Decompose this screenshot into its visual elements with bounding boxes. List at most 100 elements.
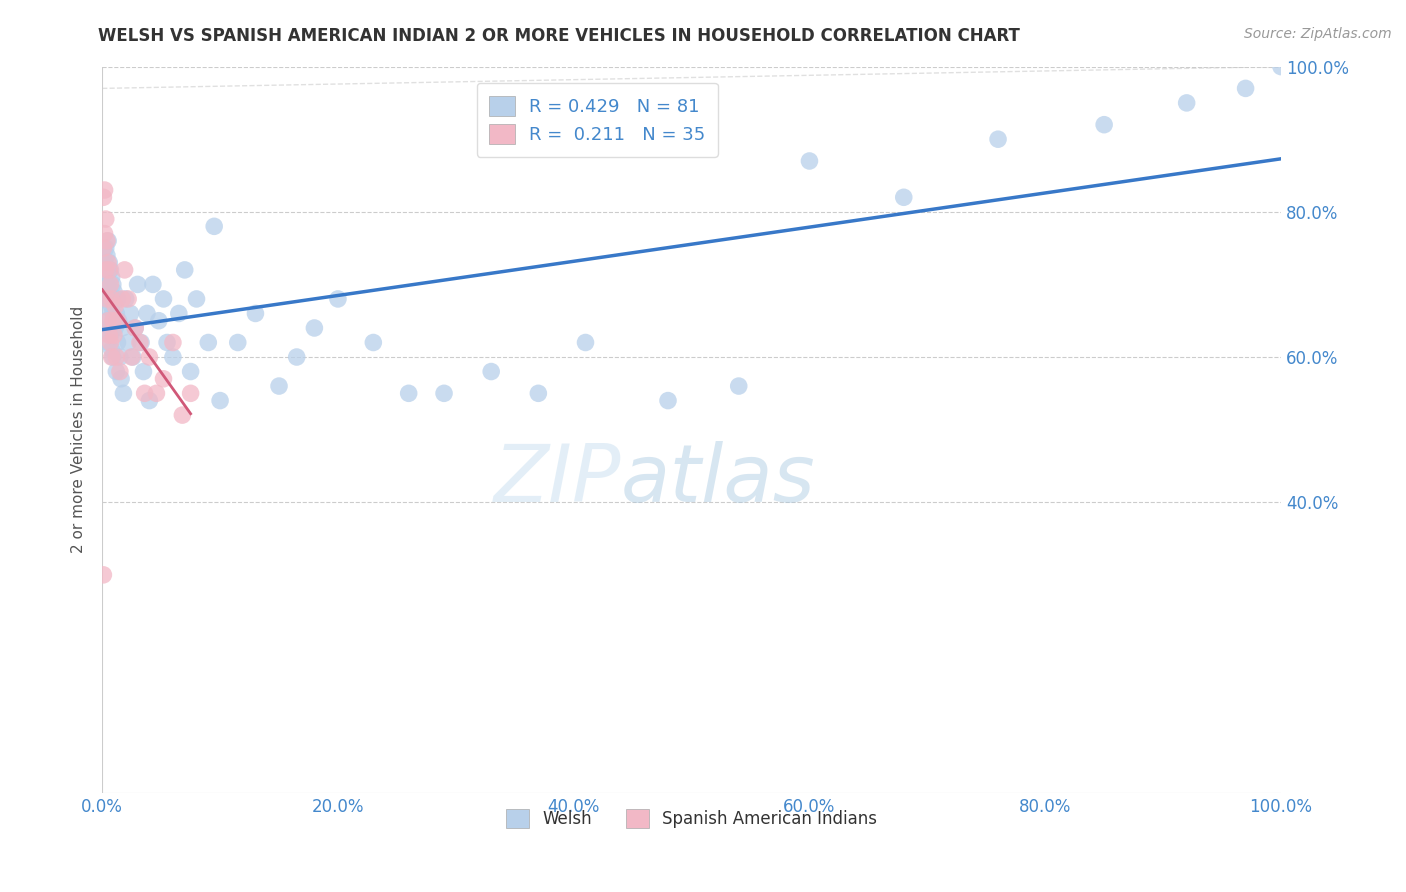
- Point: [101, 314, 124, 328]
- Point: [172, 408, 194, 422]
- Point: [96, 314, 118, 328]
- Point: [173, 263, 195, 277]
- Point: [101, 350, 124, 364]
- Point: [114, 263, 136, 277]
- Point: [209, 393, 232, 408]
- Point: [363, 335, 385, 350]
- Point: [267, 379, 290, 393]
- Point: [94, 263, 117, 277]
- Point: [124, 321, 146, 335]
- Point: [107, 314, 129, 328]
- Point: [93, 567, 115, 582]
- Point: [100, 350, 122, 364]
- Point: [103, 328, 125, 343]
- Point: [97, 234, 120, 248]
- Point: [1270, 60, 1292, 74]
- Text: atlas: atlas: [621, 442, 815, 519]
- Point: [129, 335, 152, 350]
- Point: [93, 299, 115, 313]
- Point: [96, 292, 118, 306]
- Text: WELSH VS SPANISH AMERICAN INDIAN 2 OR MORE VEHICLES IN HOUSEHOLD CORRELATION CHA: WELSH VS SPANISH AMERICAN INDIAN 2 OR MO…: [98, 27, 1021, 45]
- Point: [104, 299, 127, 313]
- Point: [100, 263, 122, 277]
- Point: [162, 335, 184, 350]
- Point: [100, 292, 122, 306]
- Point: [1092, 118, 1115, 132]
- Y-axis label: 2 or more Vehicles in Household: 2 or more Vehicles in Household: [72, 306, 86, 553]
- Point: [162, 350, 184, 364]
- Point: [202, 219, 225, 234]
- Point: [100, 292, 122, 306]
- Point: [197, 335, 219, 350]
- Point: [479, 365, 502, 379]
- Point: [180, 365, 202, 379]
- Point: [326, 292, 349, 306]
- Point: [98, 285, 121, 299]
- Point: [574, 335, 596, 350]
- Point: [97, 255, 120, 269]
- Point: [105, 306, 128, 320]
- Point: [226, 335, 249, 350]
- Point: [96, 248, 118, 262]
- Point: [145, 386, 167, 401]
- Point: [138, 393, 160, 408]
- Point: [152, 292, 174, 306]
- Text: ZIP: ZIP: [494, 442, 621, 519]
- Point: [97, 335, 120, 350]
- Point: [96, 234, 118, 248]
- Point: [110, 372, 132, 386]
- Point: [129, 335, 152, 350]
- Point: [111, 292, 134, 306]
- Point: [167, 306, 190, 320]
- Point: [104, 292, 127, 306]
- Point: [186, 292, 208, 306]
- Point: [98, 328, 121, 343]
- Point: [112, 386, 135, 401]
- Point: [117, 292, 139, 306]
- Point: [111, 321, 134, 335]
- Legend: Welsh, Spanish American Indians: Welsh, Spanish American Indians: [499, 803, 884, 835]
- Point: [97, 263, 120, 277]
- Point: [127, 277, 149, 292]
- Point: [245, 306, 267, 320]
- Point: [117, 335, 139, 350]
- Point: [93, 227, 115, 241]
- Point: [107, 314, 129, 328]
- Point: [98, 321, 121, 335]
- Point: [142, 277, 165, 292]
- Point: [100, 328, 122, 343]
- Point: [94, 263, 117, 277]
- Point: [98, 255, 121, 269]
- Point: [1175, 95, 1198, 110]
- Point: [93, 255, 115, 269]
- Point: [433, 386, 456, 401]
- Point: [799, 153, 821, 168]
- Point: [657, 393, 679, 408]
- Point: [107, 292, 129, 306]
- Point: [107, 335, 129, 350]
- Point: [727, 379, 749, 393]
- Point: [98, 263, 121, 277]
- Point: [138, 350, 160, 364]
- Point: [136, 306, 159, 320]
- Point: [93, 277, 115, 292]
- Point: [93, 183, 115, 197]
- Point: [105, 365, 128, 379]
- Point: [100, 277, 122, 292]
- Point: [152, 372, 174, 386]
- Point: [97, 292, 120, 306]
- Point: [121, 350, 143, 364]
- Point: [101, 306, 124, 320]
- Point: [134, 386, 156, 401]
- Point: [103, 314, 125, 328]
- Point: [120, 306, 142, 320]
- Point: [94, 241, 117, 255]
- Point: [1234, 81, 1257, 95]
- Point: [93, 190, 115, 204]
- Point: [100, 270, 122, 285]
- Point: [105, 350, 128, 364]
- Point: [156, 335, 179, 350]
- Point: [100, 299, 122, 313]
- Point: [101, 277, 124, 292]
- Point: [97, 314, 120, 328]
